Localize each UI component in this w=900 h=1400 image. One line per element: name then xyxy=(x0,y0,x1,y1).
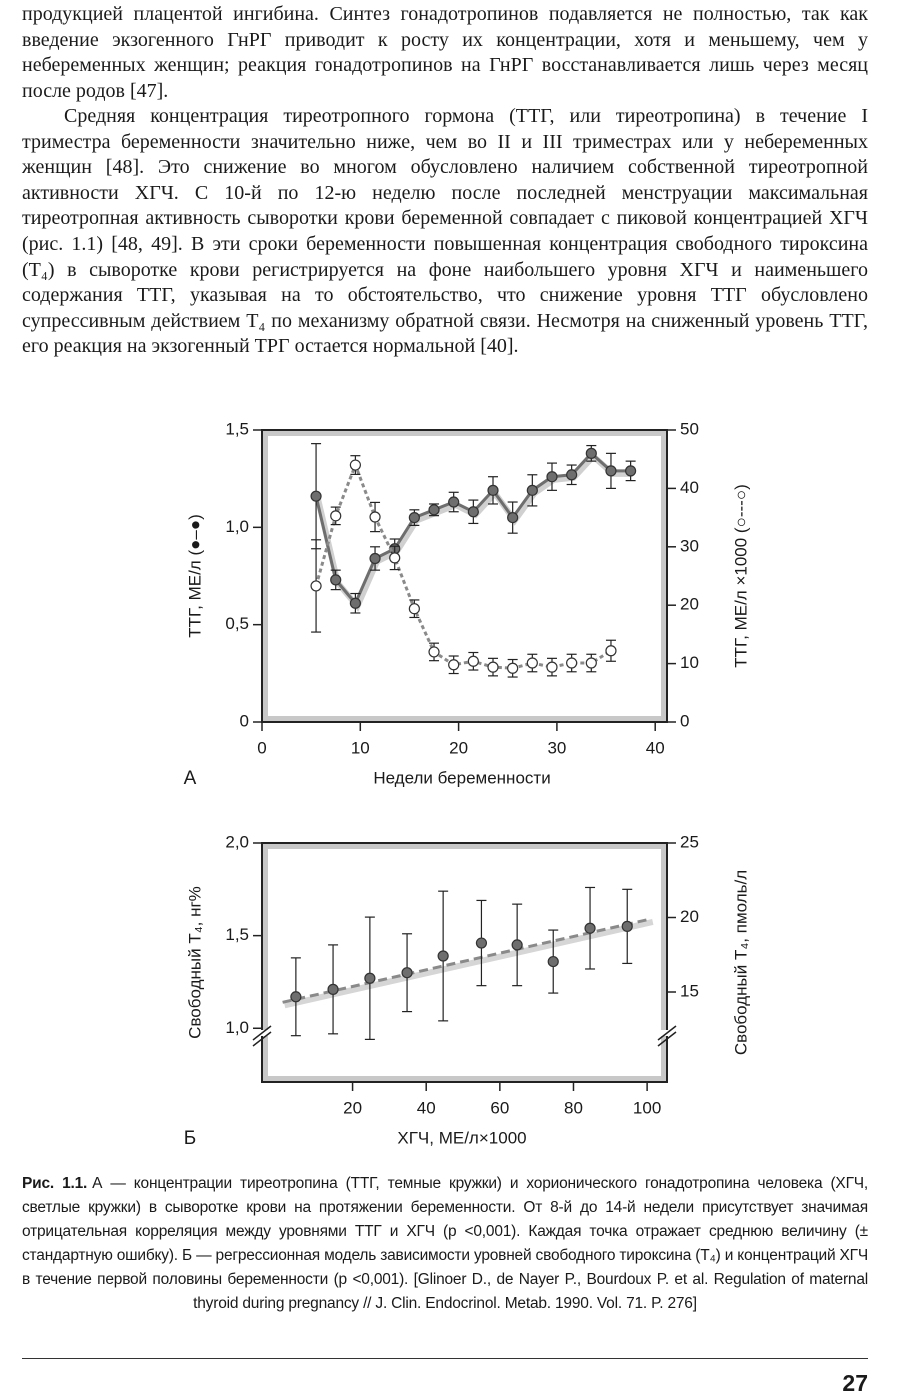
y-tick-label: 1,0 xyxy=(225,517,249,536)
caption-label: Рис. 1.1. xyxy=(22,1175,88,1192)
y-tick-label: 1,5 xyxy=(225,419,249,438)
y-tick-label: 0 xyxy=(240,711,249,730)
data-point xyxy=(546,471,558,483)
y2-axis-label: Свободный T₄, пмоль/л xyxy=(731,870,750,1055)
axis-break xyxy=(657,1025,677,1041)
x-tick-label: 40 xyxy=(417,1098,436,1117)
x-tick-label: 100 xyxy=(633,1098,661,1117)
y-axis-label: ТТГ, МЕ/л (●–●) xyxy=(185,514,204,638)
data-point xyxy=(547,955,559,968)
y-tick-label: 1,5 xyxy=(225,925,249,944)
data-point xyxy=(625,465,637,477)
data-point xyxy=(566,469,578,481)
axis-break xyxy=(252,1025,272,1041)
x-tick-label: 10 xyxy=(351,738,370,757)
figure-caption: Рис. 1.1. А — концентрации тиреотропина (… xyxy=(22,1172,868,1316)
y2-tick-label: 25 xyxy=(680,832,699,851)
panel-label: Б xyxy=(184,1128,196,1149)
data-point xyxy=(290,991,302,1003)
data-point xyxy=(408,511,420,524)
data-point xyxy=(605,645,617,657)
data-point xyxy=(369,511,381,523)
paragraph: Средняя концентрация тиреотропного гормо… xyxy=(22,105,868,358)
data-point xyxy=(526,484,538,496)
x-tick-label: 20 xyxy=(343,1098,362,1117)
data-point xyxy=(389,552,401,564)
data-point xyxy=(526,657,538,669)
data-point xyxy=(330,510,342,522)
x-tick-label: 20 xyxy=(449,738,468,757)
caption-text: А — концентрации тиреотропина (ТТГ, темн… xyxy=(22,1175,868,1312)
data-point xyxy=(487,661,499,673)
x-tick-label: 30 xyxy=(547,738,566,757)
y2-tick-label: 30 xyxy=(680,536,699,555)
y-tick-label: 1,0 xyxy=(225,1018,249,1037)
data-point xyxy=(585,447,597,459)
data-point xyxy=(428,646,440,658)
page-number: 27 xyxy=(842,1370,868,1396)
data-point xyxy=(475,937,488,949)
data-point xyxy=(467,655,479,667)
series-line xyxy=(314,460,612,670)
y-tick-label: 2,0 xyxy=(225,832,249,851)
data-point xyxy=(507,511,519,524)
data-point xyxy=(566,657,578,669)
data-point xyxy=(327,983,339,995)
x-tick-label: 60 xyxy=(490,1098,509,1117)
data-point xyxy=(310,580,322,592)
data-point xyxy=(437,950,449,962)
panel-label: А xyxy=(184,768,197,789)
y2-axis-label: ТТГ, МЕ/л ×1000 (○---○) xyxy=(731,484,750,668)
data-point xyxy=(369,552,381,565)
y2-tick-label: 20 xyxy=(680,595,699,614)
data-point xyxy=(507,662,519,674)
footer-rule xyxy=(22,1358,868,1359)
axis-break xyxy=(252,1031,272,1047)
data-point xyxy=(408,603,420,615)
paragraph: продукцией плацентой ингибина. Синтез го… xyxy=(22,3,868,102)
plot-frame xyxy=(261,429,668,723)
data-point xyxy=(448,496,460,508)
data-point xyxy=(401,967,413,979)
data-point xyxy=(428,504,440,516)
data-point xyxy=(585,657,597,669)
x-tick-label: 80 xyxy=(564,1098,583,1117)
axis-break xyxy=(657,1031,677,1047)
data-point xyxy=(546,661,558,673)
data-point xyxy=(605,465,617,477)
y2-tick-label: 40 xyxy=(680,478,699,497)
data-point xyxy=(330,574,342,586)
trendline-shadow xyxy=(283,919,654,1009)
data-point xyxy=(364,972,376,984)
data-point xyxy=(349,459,361,471)
y2-tick-label: 20 xyxy=(680,907,699,926)
y2-tick-label: 50 xyxy=(680,419,699,438)
data-point xyxy=(310,490,322,502)
plot-frame-inner xyxy=(263,844,666,1081)
y2-tick-label: 0 xyxy=(680,711,689,730)
figure: 0 0,5 1,0 1,5 0 10 20 30 40 50 0 10 20 30 40 ТТГ, МЕ/л … xyxy=(184,419,751,1149)
x-tick-label: 0 xyxy=(257,738,266,757)
y-axis-label: Свободный T₄, нг% xyxy=(185,886,204,1039)
y2-tick-label: 10 xyxy=(680,653,699,672)
data-point xyxy=(448,659,460,671)
x-tick-label: 40 xyxy=(646,738,665,757)
x-axis-label: Недели беременности xyxy=(373,768,550,787)
data-point xyxy=(511,939,523,951)
data-point xyxy=(584,922,596,934)
data-point xyxy=(621,920,633,932)
y-tick-label: 0,5 xyxy=(225,614,249,633)
data-point xyxy=(349,597,361,609)
data-point xyxy=(467,506,479,518)
data-point xyxy=(487,484,499,496)
y2-tick-label: 15 xyxy=(680,981,699,1000)
x-axis-label: ХГЧ, МЕ/л×1000 xyxy=(397,1128,526,1147)
plot-frame-inner xyxy=(263,431,666,721)
